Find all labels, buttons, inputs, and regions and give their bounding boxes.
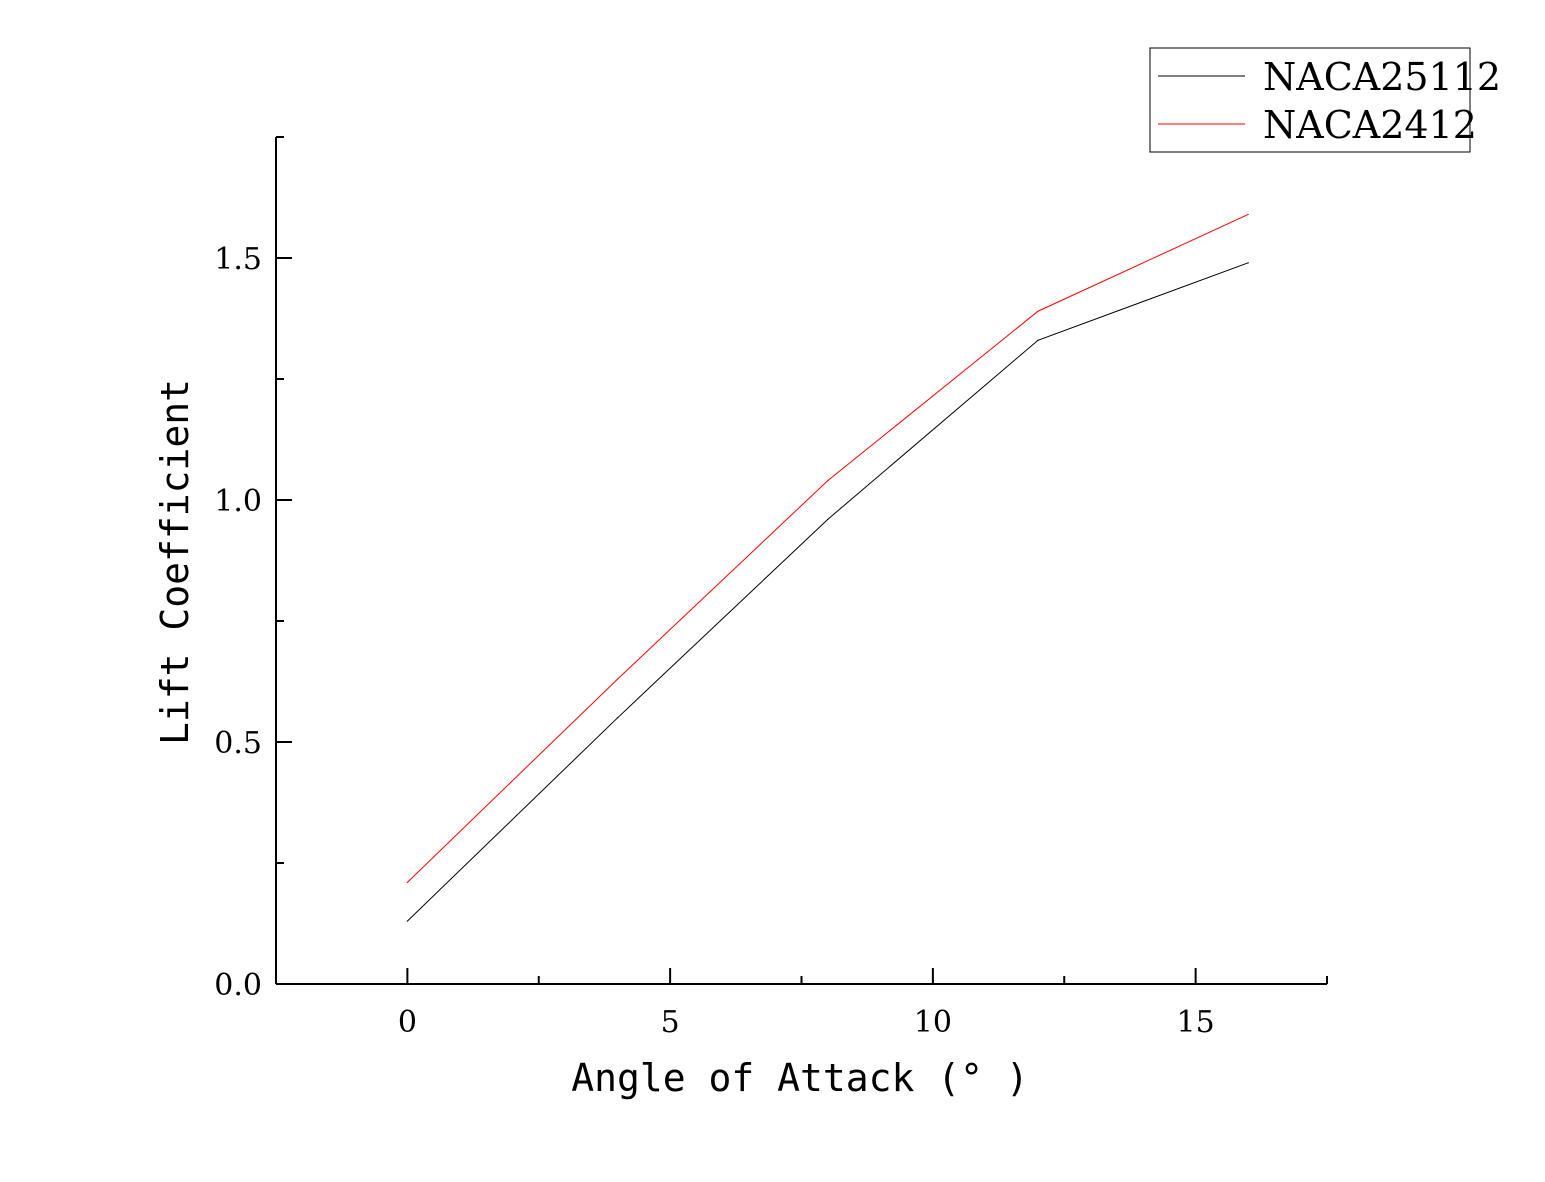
data-point-naca25112 <box>827 518 829 520</box>
x-axis-title: Angle of Attack (° ) <box>571 1056 1029 1100</box>
series-group <box>406 213 1249 922</box>
data-point-naca25112 <box>1247 262 1249 264</box>
data-point-naca2412 <box>616 678 619 680</box>
legend-label-naca2412: NACA2412 <box>1263 103 1477 147</box>
data-point-naca25112 <box>616 717 619 719</box>
x-tick-label: 10 <box>914 1005 952 1040</box>
y-ticks: 0.0 0.5 1.0 1.5 <box>214 136 292 1003</box>
data-point-naca25112 <box>406 920 408 922</box>
data-point-naca2412 <box>1247 213 1249 216</box>
y-tick-label: 1.0 <box>214 484 262 519</box>
x-ticks: 0 5 10 15 <box>398 968 1328 1040</box>
data-point-naca2412 <box>827 480 829 482</box>
data-point-naca2412 <box>406 881 408 883</box>
series-line-naca2412 <box>407 213 1249 883</box>
x-tick-label: 0 <box>398 1005 417 1040</box>
y-tick-label: 0.5 <box>214 726 262 761</box>
data-point-naca25112 <box>1037 339 1039 341</box>
legend-label-naca25112: NACA25112 <box>1263 55 1501 99</box>
data-point-naca2412 <box>1037 310 1039 312</box>
x-tick-label: 15 <box>1177 1005 1215 1040</box>
legend-box <box>1149 47 1471 153</box>
y-tick-label: 1.5 <box>214 242 262 277</box>
y-tick-label: 0.0 <box>214 968 262 1003</box>
y-axis-title: Lift Coefficient <box>153 379 197 745</box>
series-line-naca25112 <box>407 262 1249 922</box>
x-tick-label: 5 <box>661 1005 680 1040</box>
legend: NACA25112 NACA2412 <box>1149 47 1501 153</box>
